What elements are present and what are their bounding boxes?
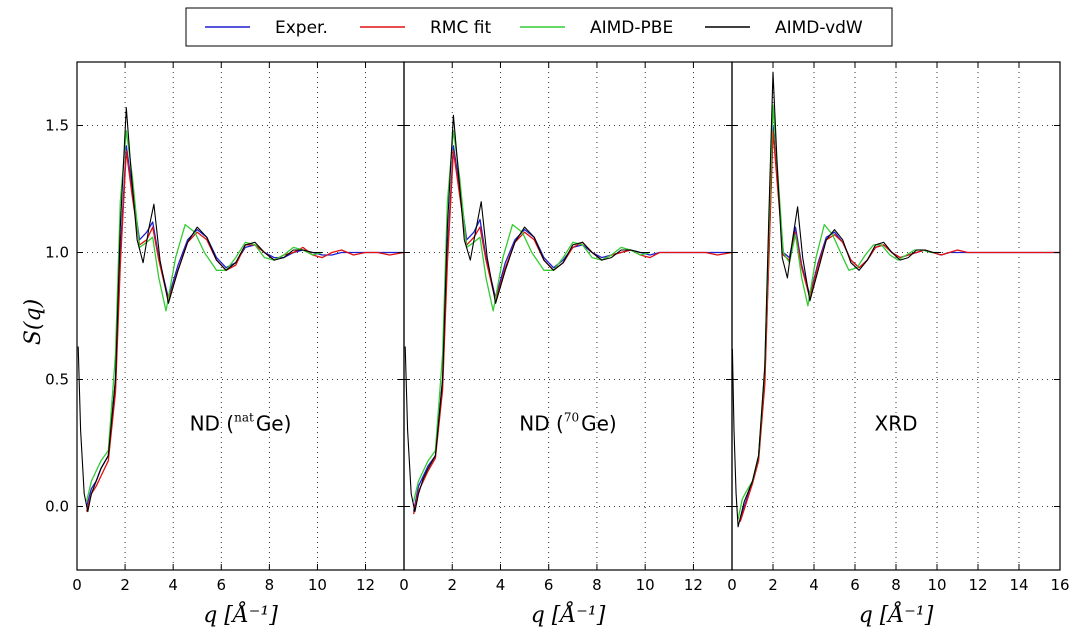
x-tick-label: 4	[168, 576, 178, 594]
x-tick-label: 4	[496, 576, 506, 594]
x-axis-label: q [Å⁻¹]	[203, 600, 278, 628]
series-line	[85, 145, 404, 507]
x-tick-label: 12	[356, 576, 375, 594]
plot-frame	[731, 61, 1061, 571]
x-tick-label: 8	[891, 576, 901, 594]
panels: 0 2 4 6 8 10 120.00.51.01.5ND (nat Ge)q [Å⁻¹]0 2…	[45, 61, 1070, 628]
series-line	[404, 114, 650, 513]
y-tick-label: 0.5	[45, 371, 69, 389]
legend-label: Exper.	[275, 18, 328, 38]
series-line	[739, 129, 1060, 522]
panel-label: ND (nat Ge)	[190, 410, 292, 435]
series-line	[732, 71, 942, 528]
panel-label-superscript: nat	[234, 410, 254, 424]
x-axis-label: q [Å⁻¹]	[531, 600, 606, 628]
x-tick-label: 0	[727, 576, 737, 594]
panel-2: 0 2 4 6 8 10 12 ND (70 Ge) q [Å⁻¹]	[399, 61, 733, 628]
legend: Exper. RMC fit AIMD-PBE AIMD-vdW	[185, 7, 893, 47]
x-tick-label: 12	[968, 576, 987, 594]
panel-3: 0 2 4 6 8 10 12 14 16 XRD q [Å⁻¹]	[727, 61, 1070, 628]
legend-label: AIMD-PBE	[590, 18, 673, 38]
panel-label-element: Ge)	[256, 411, 292, 435]
panel-label: ND (70 Ge)	[519, 410, 616, 435]
panel-label-element: Ge)	[581, 411, 617, 435]
series-group	[404, 114, 732, 515]
x-tick-label: 6	[544, 576, 554, 594]
x-tick-label: 8	[592, 576, 602, 594]
x-tick-label: 2	[120, 576, 130, 594]
x-tick-label: 2	[447, 576, 457, 594]
series-line	[739, 124, 1060, 520]
x-tick-label: 12	[684, 576, 703, 594]
y-tick-label: 1.5	[45, 117, 69, 135]
series-line	[737, 104, 939, 520]
x-tick-label: 10	[636, 576, 655, 594]
panel-1: 0 2 4 6 8 10 12 0.0 0.5 1.0 1.5 ND (nat Ge) q [Å⁻¹]	[45, 61, 405, 628]
x-tick-label: 14	[1009, 576, 1028, 594]
x-tick-label: 0	[72, 576, 82, 594]
x-tick-label: 16	[1050, 576, 1069, 594]
y-axis-label: S(q)	[21, 299, 46, 345]
legend-label: RMC fit	[430, 18, 491, 38]
x-tick-label: 0	[399, 576, 409, 594]
series-group	[77, 107, 404, 513]
x-tick-label: 2	[768, 576, 778, 594]
panel-label-superscript: 70	[564, 410, 579, 424]
panel-label-main: XRD	[875, 411, 918, 435]
grid	[732, 62, 1060, 570]
x-tick-label: 6	[216, 576, 226, 594]
series-line	[77, 107, 323, 513]
x-tick-label: 10	[308, 576, 327, 594]
y-tick-label: 0.0	[45, 498, 69, 516]
x-tick-label: 10	[927, 576, 946, 594]
panel-label-main: ND (	[519, 411, 564, 435]
x-axis-label: q [Å⁻¹]	[859, 600, 934, 628]
x-tick-label: 6	[850, 576, 860, 594]
series-group	[732, 71, 1060, 528]
panel-label: XRD	[875, 411, 918, 435]
x-tick-label: 4	[809, 576, 819, 594]
x-tick-label: 8	[265, 576, 275, 594]
y-tick-label: 1.0	[45, 244, 69, 262]
legend-label: AIMD-vdW	[775, 18, 863, 38]
panel-label-main: ND (	[190, 411, 235, 435]
